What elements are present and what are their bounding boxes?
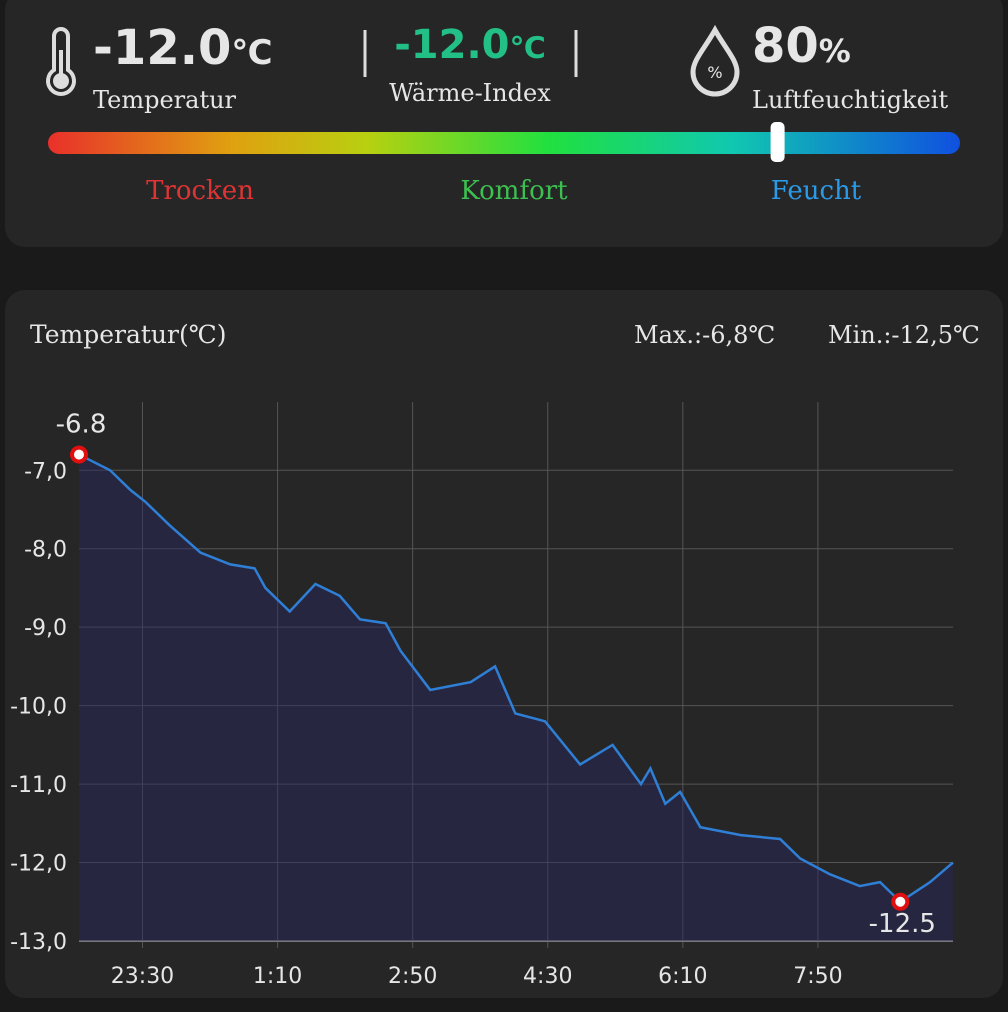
temperature-value: -12.0 — [93, 20, 231, 76]
x-tick-label: 23:30 — [111, 964, 174, 989]
humidity-unit: % — [819, 32, 851, 70]
x-tick-label: 2:50 — [388, 964, 437, 989]
humidity-zone-label: Feucht — [771, 176, 862, 206]
y-tick-label: -12,0 — [10, 852, 67, 877]
y-tick-label: -8,0 — [24, 538, 67, 563]
y-tick-label: -13,0 — [10, 930, 67, 955]
heat-index-reading: -12.0℃ — [394, 22, 546, 68]
heat-index-value: -12.0 — [394, 22, 509, 68]
humidity-label: Luftfeuchtigkeit — [752, 86, 948, 114]
y-tick-label: -11,0 — [10, 773, 67, 798]
humidity-icon-text: % — [707, 63, 722, 82]
humidity-bar-labels: Trocken Komfort Feucht — [146, 122, 862, 206]
x-tick-label: 4:30 — [523, 964, 572, 989]
thermometer-icon — [46, 27, 76, 96]
humidity-value: 80 — [752, 18, 819, 74]
x-tick-label: 1:10 — [253, 964, 302, 989]
humidity-zone-label: Trocken — [146, 176, 254, 206]
humidity-marker — [770, 122, 785, 162]
y-tick-label: -7,0 — [24, 459, 67, 484]
max-label: Max.:-6,8℃ — [634, 321, 775, 349]
temperature-reading: -12.0℃ — [93, 20, 273, 76]
humidity-zone-label: Komfort — [460, 176, 568, 206]
y-tick-label: -9,0 — [24, 616, 67, 641]
extreme-marker — [891, 892, 910, 911]
heat-index-label: Wärme-Index — [389, 79, 551, 107]
y-tick-label: -10,0 — [10, 695, 67, 720]
humidity-bar — [48, 132, 960, 154]
x-tick-label: 7:50 — [793, 964, 842, 989]
chart-title: Temperatur(℃) — [30, 320, 226, 349]
heat-index-unit: ℃ — [509, 31, 545, 66]
temperature-label: Temperatur — [93, 86, 237, 114]
extreme-marker — [70, 445, 88, 464]
humidity-reading: 80% — [752, 18, 851, 74]
min-label: Min.:-12,5℃ — [828, 321, 980, 349]
summary-card — [5, 0, 1003, 247]
extreme-label: -6.8 — [56, 410, 107, 440]
temperature-line — [78, 453, 954, 904]
x-tick-label: 6:10 — [658, 964, 707, 989]
temperature-unit: ℃ — [231, 33, 272, 73]
area-fill — [79, 454, 953, 941]
extreme-label: -12.5 — [869, 909, 936, 939]
plot: -7,0 -8,0 -9,0 -10,0 -11,0 -12,0 -13,0 23:30 1:1… — [10, 402, 954, 989]
chart-card — [5, 290, 1003, 998]
humidity-icon: % — [690, 24, 740, 97]
